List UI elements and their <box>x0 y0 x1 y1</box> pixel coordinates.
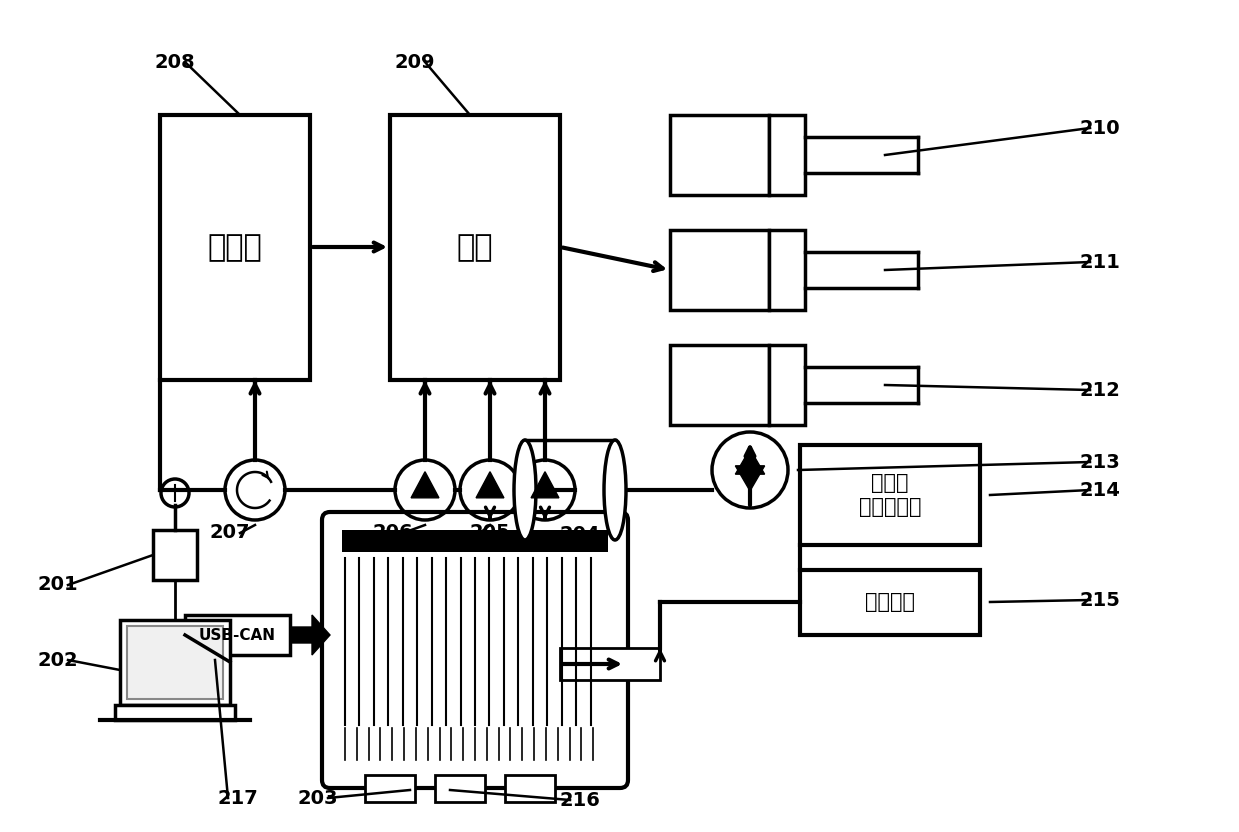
Ellipse shape <box>603 440 626 540</box>
Text: 拉线式
位移传感器: 拉线式 位移传感器 <box>859 473 922 517</box>
Polygon shape <box>736 466 764 491</box>
Text: 213: 213 <box>1079 453 1120 472</box>
Text: 207: 207 <box>209 523 250 542</box>
Bar <box>769 230 805 310</box>
Bar <box>560 648 660 680</box>
Bar <box>800 570 980 635</box>
Text: 主阀: 主阀 <box>457 233 493 262</box>
Bar <box>800 445 980 545</box>
Bar <box>185 615 290 655</box>
Polygon shape <box>736 449 764 474</box>
Text: 先导阀: 先导阀 <box>208 233 263 262</box>
Bar <box>670 230 769 310</box>
Bar <box>670 115 769 195</box>
Polygon shape <box>411 472 439 498</box>
Bar <box>128 626 223 699</box>
Text: 205: 205 <box>470 523 510 542</box>
Text: 203: 203 <box>297 789 338 808</box>
Text: 204: 204 <box>560 526 601 544</box>
Bar <box>506 775 555 802</box>
Bar <box>525 440 615 540</box>
Text: 201: 201 <box>37 576 78 595</box>
Text: USB-CAN: USB-CAN <box>199 627 276 642</box>
Text: 212: 212 <box>1079 380 1120 399</box>
Bar <box>115 705 235 720</box>
Text: 202: 202 <box>37 651 78 670</box>
Text: 电子罗盘: 电子罗盘 <box>865 592 914 612</box>
Text: 208: 208 <box>155 52 196 72</box>
Polygon shape <box>476 472 504 498</box>
Text: 217: 217 <box>218 789 259 808</box>
Text: 209: 209 <box>395 52 435 72</box>
Bar <box>769 115 805 195</box>
Bar <box>152 530 197 580</box>
Text: 211: 211 <box>1079 252 1120 271</box>
Polygon shape <box>532 472 559 498</box>
Text: 206: 206 <box>373 523 414 542</box>
Ellipse shape <box>514 440 536 540</box>
Bar <box>769 345 805 425</box>
Bar <box>366 775 415 802</box>
Text: 214: 214 <box>1079 481 1120 499</box>
Bar <box>435 775 484 802</box>
Bar <box>120 620 230 705</box>
Text: 216: 216 <box>560 790 601 810</box>
Bar <box>670 345 769 425</box>
FancyBboxPatch shape <box>322 512 628 788</box>
Text: 210: 210 <box>1079 118 1120 137</box>
Bar <box>342 530 608 552</box>
Text: 215: 215 <box>1079 591 1120 610</box>
Polygon shape <box>290 615 330 655</box>
Bar <box>160 115 310 380</box>
Bar <box>390 115 560 380</box>
